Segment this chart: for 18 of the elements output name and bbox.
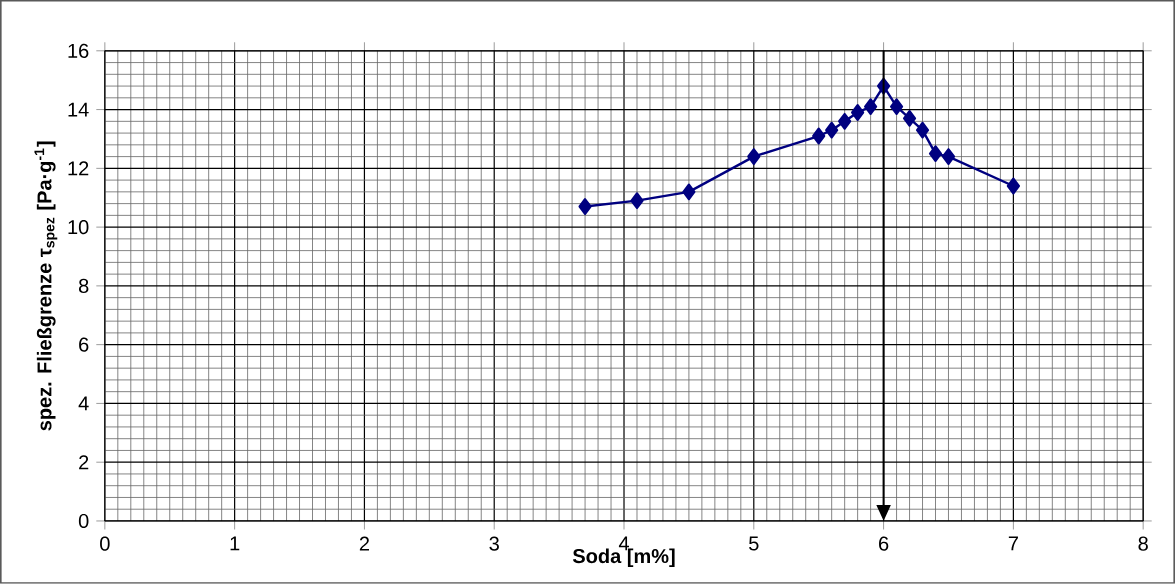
x-tick-label: 5 (749, 536, 759, 551)
x-tick-label: 3 (489, 536, 499, 551)
x-tick-label: 8 (1138, 536, 1148, 551)
x-tick-label: 7 (1008, 536, 1018, 551)
y-tick-label: 2 (79, 455, 89, 470)
y-tick-label: 4 (78, 396, 89, 411)
y-tick-label: 10 (68, 220, 89, 235)
x-tick-label: 0 (100, 536, 110, 551)
x-tick-label: 6 (879, 536, 889, 551)
y-tick-label: 6 (79, 337, 89, 352)
y-tick-label: 16 (68, 43, 89, 58)
x-tick-label: 1 (230, 536, 240, 551)
y-tick-label: 12 (68, 161, 89, 176)
y-axis-title: spez. Fließgrenze τ$_{spez}$ [Pa·g$^{-1}$] (34, 141, 58, 431)
x-tick-label: 2 (359, 536, 369, 551)
y-tick-label: 8 (78, 278, 89, 294)
y-tick-label: 0 (78, 514, 89, 529)
y-tick-label: 14 (68, 102, 89, 117)
